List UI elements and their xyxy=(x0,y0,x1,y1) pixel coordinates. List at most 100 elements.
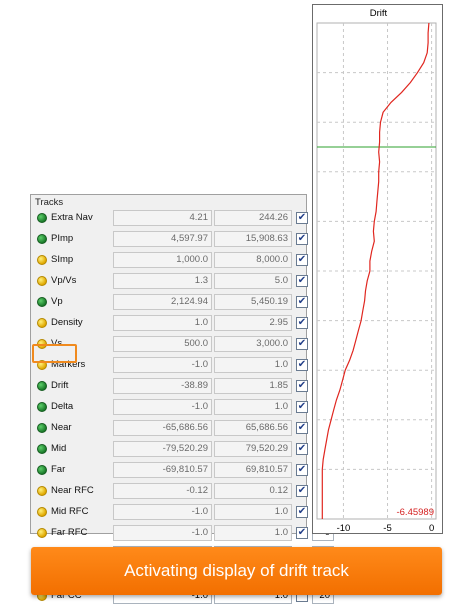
status-dot-icon[interactable] xyxy=(37,213,47,223)
track-min-field[interactable]: 2,124.94 xyxy=(113,294,212,310)
track-name: Markers xyxy=(51,359,86,370)
track-max-field[interactable]: 65,686.56 xyxy=(214,420,292,436)
track-visible-checkbox[interactable]: ✔ xyxy=(296,317,308,329)
track-max-field[interactable]: 5.0 xyxy=(214,273,292,289)
track-visible-checkbox[interactable]: ✔ xyxy=(296,464,308,476)
track-max-field[interactable]: 0.12 xyxy=(214,483,292,499)
status-dot-icon[interactable] xyxy=(37,444,47,454)
track-min-field[interactable]: 500.0 xyxy=(113,336,212,352)
track-row: Far RFC-1.01.0✔0 xyxy=(31,523,334,544)
track-row: Vp2,124.945,450.19✔0 xyxy=(31,292,334,313)
status-dot-icon[interactable] xyxy=(37,234,47,244)
track-min-field[interactable]: -1.0 xyxy=(113,504,212,520)
status-dot-icon[interactable] xyxy=(37,276,47,286)
track-min-field[interactable]: -69,810.57 xyxy=(113,462,212,478)
status-dot-icon[interactable] xyxy=(37,360,47,370)
track-min-field[interactable]: 4,597.97 xyxy=(113,231,212,247)
plot-frame xyxy=(316,22,437,520)
track-row: Drift-38.891.85✔0 xyxy=(31,376,334,397)
drift-track-title: Drift xyxy=(369,8,388,19)
drift-plot: -6.45989 -10 -5 0 xyxy=(316,22,437,534)
track-name: Vp/Vs xyxy=(51,275,77,286)
track-visible-checkbox[interactable]: ✔ xyxy=(296,485,308,497)
track-name: Drift xyxy=(51,380,69,391)
track-name: Vs xyxy=(51,338,63,349)
track-max-field[interactable]: 79,520.29 xyxy=(214,441,292,457)
track-max-field[interactable]: 1.0 xyxy=(214,399,292,415)
track-name: SImp xyxy=(51,254,74,265)
track-min-field[interactable]: -79,520.29 xyxy=(113,441,212,457)
track-max-field[interactable]: 8,000.0 xyxy=(214,252,292,268)
tracks-panel-title: Tracks xyxy=(35,197,64,208)
track-name: Far CC xyxy=(51,590,82,601)
status-dot-icon[interactable] xyxy=(37,465,47,475)
track-max-field[interactable]: 1.0 xyxy=(214,357,292,373)
track-max-field[interactable]: 5,450.19 xyxy=(214,294,292,310)
track-visible-checkbox[interactable]: ✔ xyxy=(296,422,308,434)
track-max-field[interactable]: 1.85 xyxy=(214,378,292,394)
track-name: Density xyxy=(51,317,83,328)
track-min-field[interactable]: -65,686.56 xyxy=(113,420,212,436)
track-name: Near xyxy=(51,422,72,433)
track-max-field[interactable]: 1.0 xyxy=(214,525,292,541)
track-max-field[interactable]: 3,000.0 xyxy=(214,336,292,352)
drift-highlight-box xyxy=(32,344,77,363)
drift-track-panel: -6.45989 -10 -5 0 Drift xyxy=(312,4,443,534)
track-visible-checkbox[interactable]: ✔ xyxy=(296,296,308,308)
track-visible-checkbox[interactable]: ✔ xyxy=(296,401,308,413)
track-min-field[interactable]: 1.3 xyxy=(113,273,212,289)
track-name: Extra Nav xyxy=(51,212,93,223)
track-min-field[interactable]: -1.0 xyxy=(113,357,212,373)
status-dot-icon[interactable] xyxy=(37,297,47,307)
track-name: Delta xyxy=(51,401,74,412)
track-name: Far xyxy=(51,464,66,475)
track-visible-checkbox[interactable]: ✔ xyxy=(296,338,308,350)
track-visible-checkbox[interactable]: ✔ xyxy=(296,527,308,539)
status-dot-icon[interactable] xyxy=(37,528,47,538)
track-max-field[interactable]: 1.0 xyxy=(214,504,292,520)
track-name: Vp xyxy=(51,296,63,307)
track-min-field[interactable]: -38.89 xyxy=(113,378,212,394)
track-visible-checkbox[interactable]: ✔ xyxy=(296,380,308,392)
track-row: Near RFC-0.120.12✔0 xyxy=(31,481,334,502)
track-min-field[interactable]: 1.0 xyxy=(113,315,212,331)
track-visible-checkbox[interactable]: ✔ xyxy=(296,254,308,266)
track-name: Near RFC xyxy=(51,485,94,496)
track-visible-checkbox[interactable]: ✔ xyxy=(296,359,308,371)
track-min-field[interactable]: -1.0 xyxy=(113,525,212,541)
track-min-field[interactable]: 1,000.0 xyxy=(113,252,212,268)
track-name: Far RFC xyxy=(51,527,88,538)
track-max-field[interactable]: 15,908.63 xyxy=(214,231,292,247)
status-dot-icon[interactable] xyxy=(37,318,47,328)
track-visible-checkbox[interactable]: ✔ xyxy=(296,233,308,245)
x-tick-label: -10 xyxy=(337,523,351,534)
status-dot-icon[interactable] xyxy=(37,507,47,517)
track-max-field[interactable]: 69,810.57 xyxy=(214,462,292,478)
track-visible-checkbox[interactable]: ✔ xyxy=(296,443,308,455)
track-min-field[interactable]: 4.21 xyxy=(113,210,212,226)
track-name: PImp xyxy=(51,233,74,244)
track-min-field[interactable]: -0.12 xyxy=(113,483,212,499)
tracks-panel: Tracks Extra Nav4.21244.26✔40PImp4,597.9… xyxy=(30,194,334,604)
status-dot-icon[interactable] xyxy=(37,402,47,412)
track-visible-checkbox[interactable]: ✔ xyxy=(296,275,308,287)
status-dot-icon[interactable] xyxy=(37,381,47,391)
track-visible-checkbox[interactable]: ✔ xyxy=(296,506,308,518)
track-row: Delta-1.01.0✔0 xyxy=(31,397,334,418)
track-name: Mid xyxy=(51,443,67,454)
status-dot-icon[interactable] xyxy=(37,486,47,496)
track-visible-checkbox[interactable]: ✔ xyxy=(296,212,308,224)
drift-readout: -6.45989 xyxy=(396,507,434,518)
status-dot-icon[interactable] xyxy=(37,423,47,433)
track-min-field[interactable]: -1.0 xyxy=(113,399,212,415)
track-max-field[interactable]: 244.26 xyxy=(214,210,292,226)
status-dot-icon[interactable] xyxy=(37,255,47,265)
track-max-field[interactable]: 2.95 xyxy=(214,315,292,331)
